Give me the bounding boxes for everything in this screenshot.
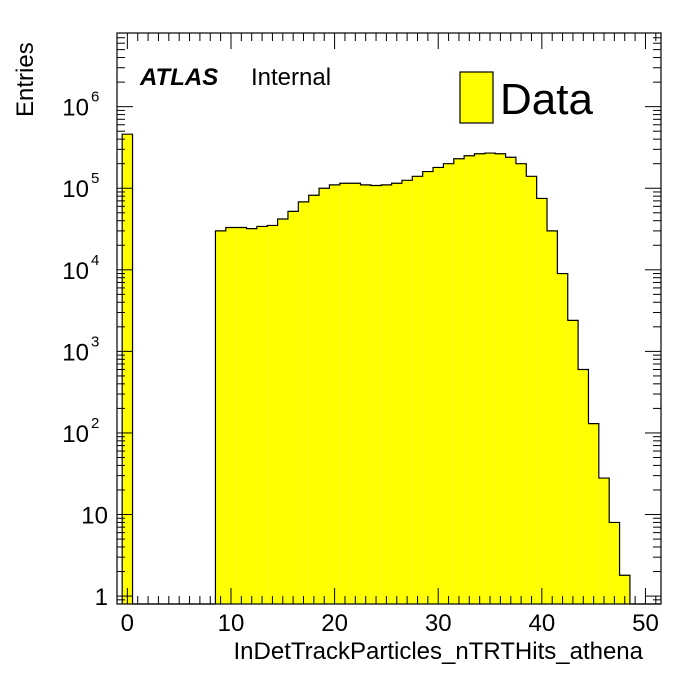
x-tick-label: 40 <box>528 610 555 637</box>
histogram-bar <box>422 171 434 605</box>
histogram-bar <box>588 423 599 604</box>
histogram-bar <box>360 184 371 604</box>
histogram-bar <box>598 478 610 604</box>
histogram-bar <box>329 184 340 604</box>
histogram-bar <box>246 228 257 604</box>
histogram-bar <box>619 575 630 604</box>
histogram-bar <box>122 134 133 604</box>
histogram-bar <box>236 227 247 604</box>
y-tick-exponent: 2 <box>91 415 99 432</box>
histogram-bar <box>443 163 454 605</box>
histogram-bar <box>526 176 537 604</box>
histogram-bar <box>464 155 475 605</box>
histogram-bar <box>484 153 496 604</box>
y-axis-title: Entries <box>12 42 39 117</box>
histogram-bar <box>505 157 516 604</box>
x-tick-label: 10 <box>218 610 245 637</box>
y-tick-exponent: 4 <box>91 252 99 269</box>
y-tick-exponent: 5 <box>91 170 99 187</box>
histogram-bar <box>453 158 465 604</box>
histogram-bar <box>370 185 382 604</box>
axis-ticks <box>116 32 661 605</box>
legend-swatch <box>459 71 494 124</box>
histogram-bar <box>350 183 361 604</box>
histogram-bar <box>319 188 330 604</box>
y-tick-label: 10 <box>62 339 89 366</box>
histogram-bar <box>433 167 444 604</box>
internal-label: Internal <box>251 64 331 91</box>
histogram-bar <box>495 153 506 604</box>
histogram-bar <box>381 184 392 604</box>
y-tick-label: 10 <box>81 503 108 530</box>
histogram-bar <box>401 180 413 604</box>
histogram-bar <box>308 195 320 604</box>
histogram-bar <box>609 522 620 604</box>
histogram-bar <box>567 320 579 604</box>
histogram-bar <box>578 369 589 604</box>
x-tick-label: 0 <box>121 610 134 637</box>
x-tick-label: 20 <box>321 610 348 637</box>
x-tick-label: 50 <box>632 610 659 637</box>
y-tick-label: 10 <box>62 258 89 285</box>
plot-frame <box>116 32 662 605</box>
y-tick-label: 10 <box>62 95 89 122</box>
y-tick-label: 10 <box>62 176 89 203</box>
histogram-bar <box>536 198 548 604</box>
legend: Data <box>459 71 593 124</box>
histogram-bar <box>256 226 268 605</box>
histogram-bar <box>287 211 299 604</box>
histogram-bar <box>215 230 226 604</box>
histogram-bar <box>391 183 402 604</box>
histogram-outline <box>121 133 661 605</box>
y-tick-exponent: 6 <box>91 89 99 106</box>
atlas-label: ATLAS <box>139 64 218 91</box>
histogram-bar <box>267 225 278 605</box>
x-tick-labels: 0 10 20 30 40 50 <box>121 610 659 637</box>
histogram-bar <box>412 176 423 604</box>
y-tick-exponent: 3 <box>91 333 99 350</box>
y-tick-label: 1 <box>95 584 108 611</box>
histogram-bars <box>122 134 630 605</box>
histogram-bar <box>225 227 237 604</box>
x-axis-title: InDetTrackParticles_nTRTHits_athena <box>234 638 644 665</box>
histogram-bar <box>515 163 527 605</box>
histogram-bar <box>557 273 568 604</box>
y-tick-label: 10 <box>62 421 89 448</box>
x-tick-label: 30 <box>425 610 452 637</box>
histogram-bar <box>547 230 558 604</box>
histogram-bar <box>339 183 351 604</box>
histogram-bar <box>474 153 485 604</box>
histogram-bar <box>298 201 309 604</box>
legend-label: Data <box>500 75 593 124</box>
histogram-bar <box>277 218 288 605</box>
